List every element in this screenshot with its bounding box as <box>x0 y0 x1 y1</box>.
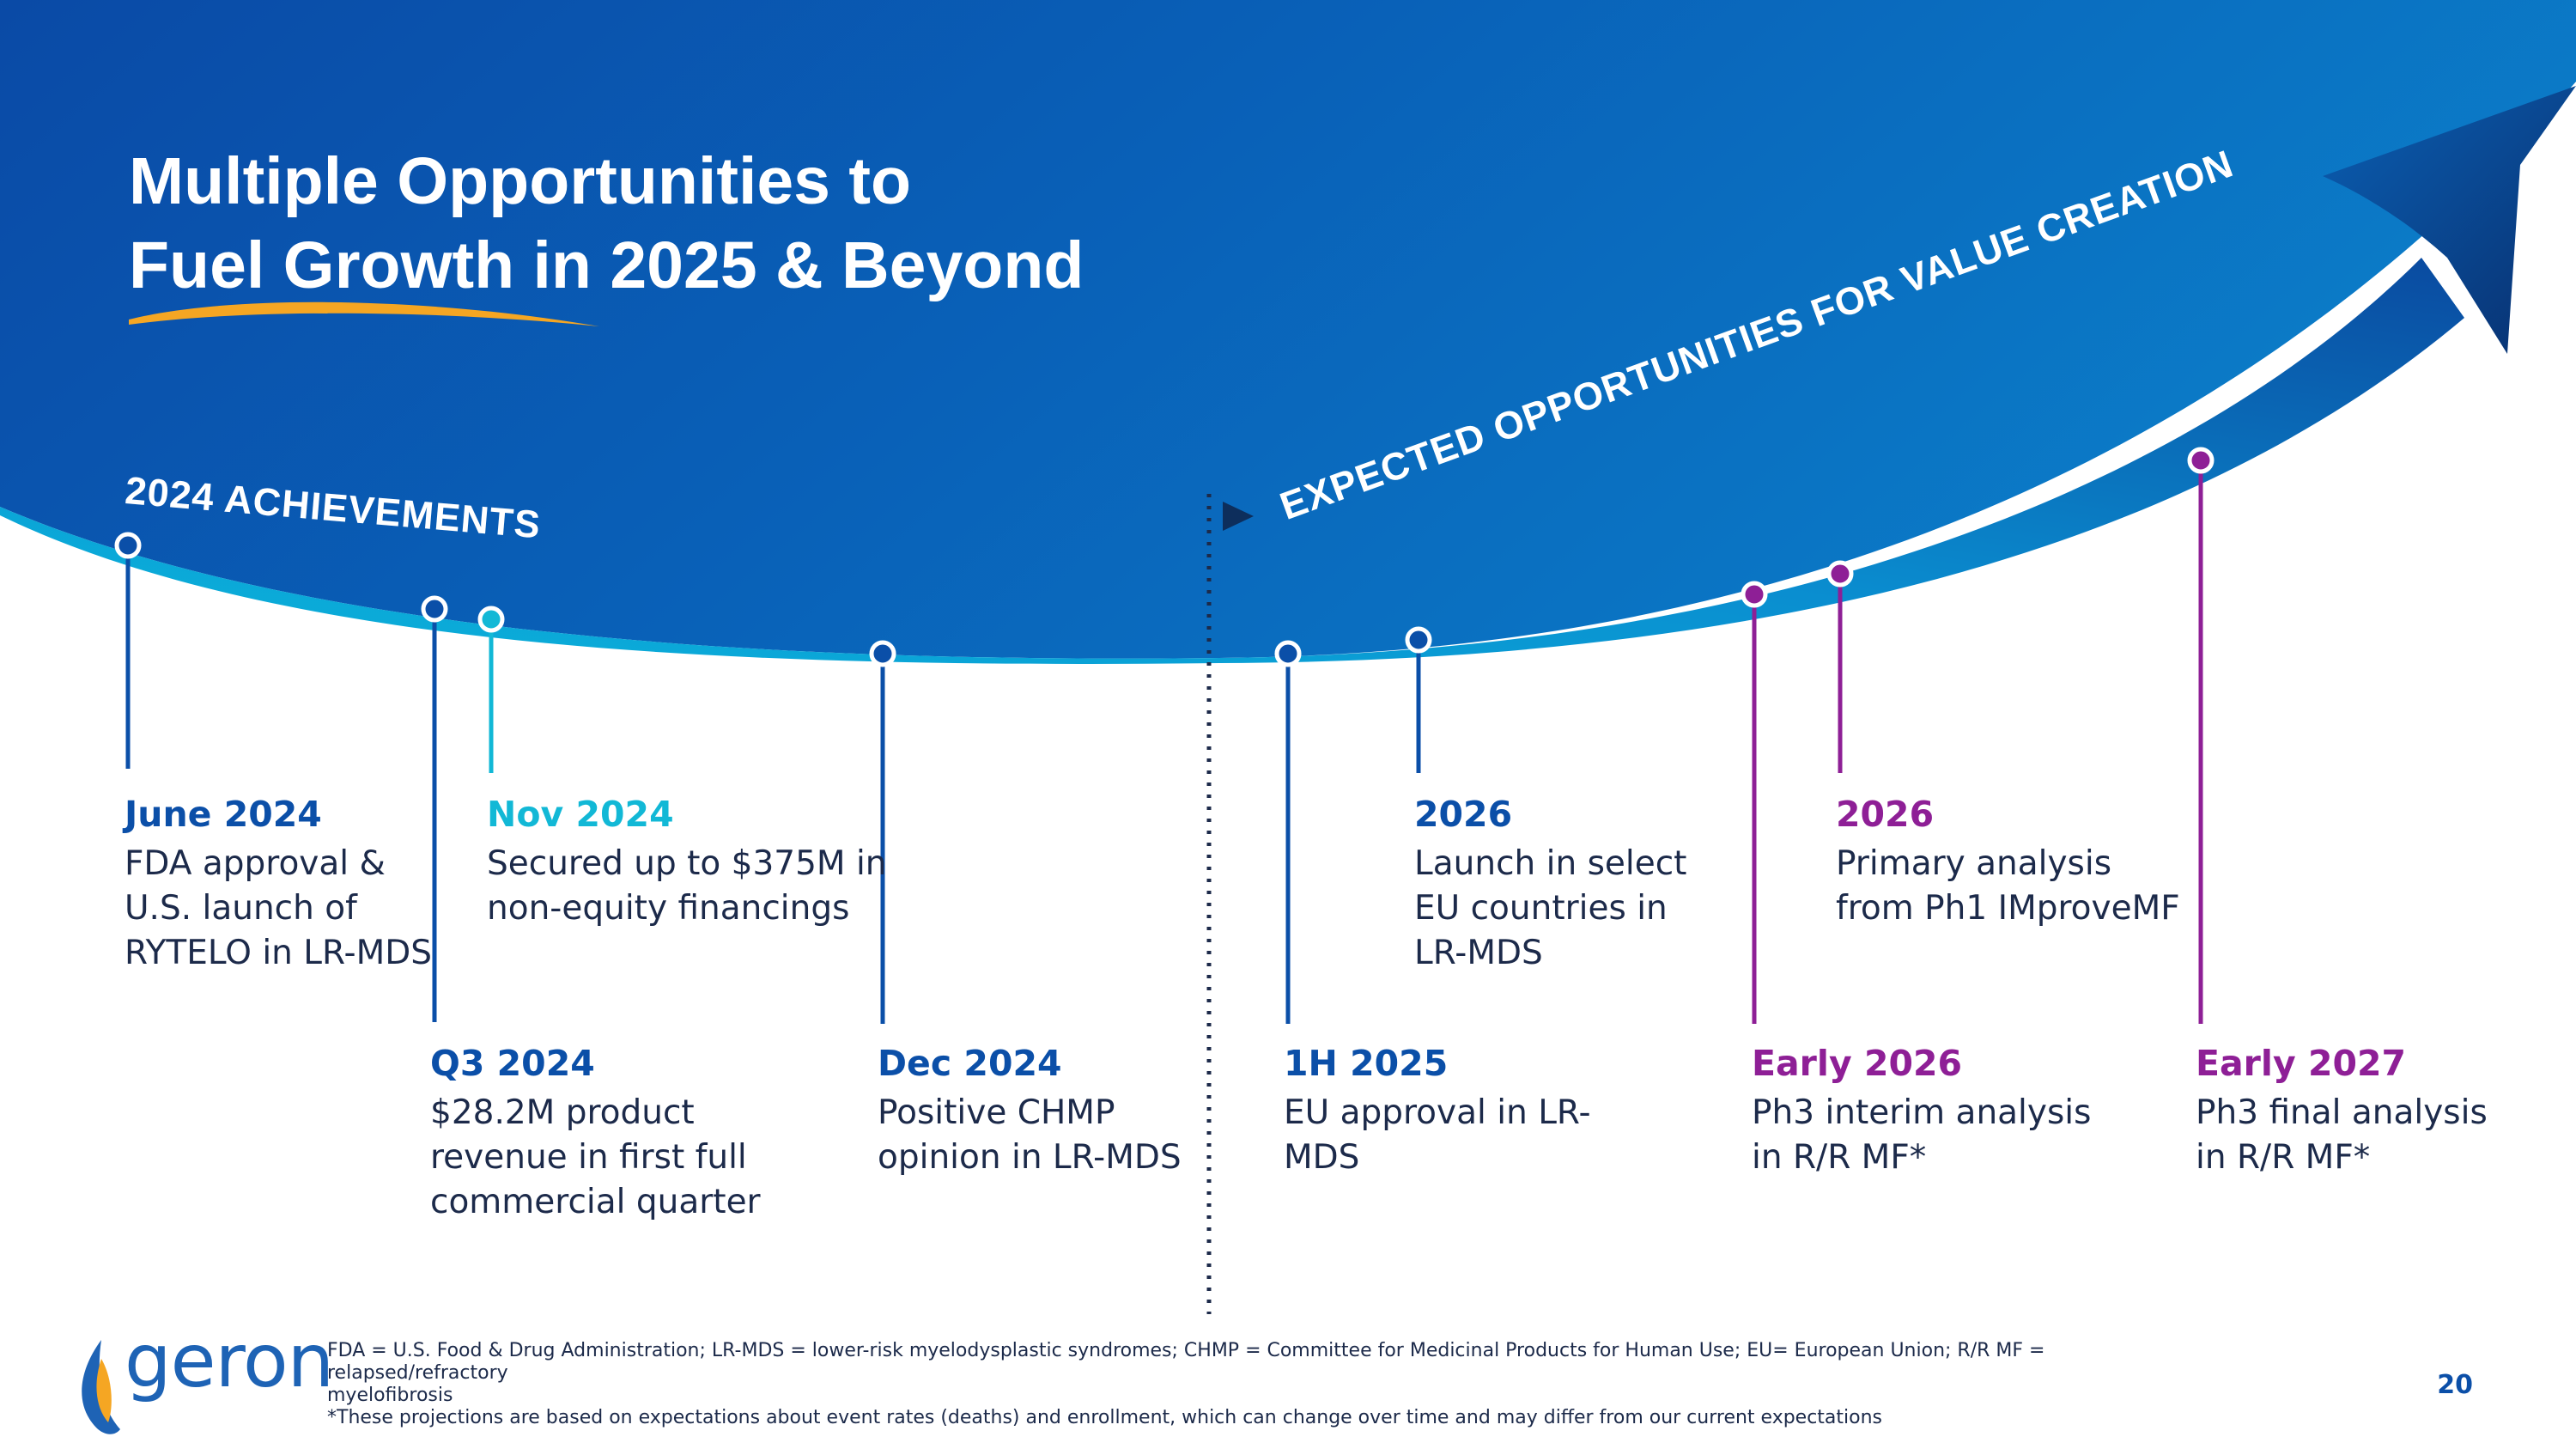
marker-1h-2025 <box>1274 640 1302 667</box>
event-desc-line: from Ph1 IMproveMF <box>1836 889 2180 928</box>
event-june-2024: June 2024 FDA approval & U.S. launch of … <box>125 790 432 976</box>
blue-banner <box>0 0 2576 659</box>
event-date: 1H 2025 <box>1284 1043 1449 1084</box>
event-description: Ph3 final analysis in R/R MF* <box>2196 1091 2488 1180</box>
event-description: Launch in select EU countries in LR-MDS <box>1414 842 1686 976</box>
event-date: Q3 2024 <box>430 1043 595 1084</box>
flame-icon <box>82 1340 120 1434</box>
event-desc-line: FDA approval & <box>125 844 386 883</box>
footnote-line: *These projections are based on expectat… <box>327 1407 1883 1428</box>
event-desc-line: in R/R MF* <box>2196 1138 2371 1177</box>
marker-nov-2024 <box>477 606 505 633</box>
event-2026-launch: 2026 Launch in select EU countries in LR… <box>1414 790 1686 976</box>
event-description: Primary analysis from Ph1 IMproveMF <box>1836 842 2180 931</box>
event-date: Early 2026 <box>1752 1043 1963 1084</box>
event-desc-line: Positive CHMP <box>878 1093 1115 1132</box>
event-desc-line: MDS <box>1284 1138 1360 1177</box>
event-description: Ph3 interim analysis in R/R MF* <box>1752 1091 2091 1180</box>
event-desc-line: opinion in LR-MDS <box>878 1138 1182 1177</box>
marker-2026-launch <box>1405 626 1432 654</box>
event-date: Early 2027 <box>2196 1043 2407 1084</box>
event-date: 2026 <box>1836 794 1935 835</box>
event-desc-line: U.S. launch of <box>125 889 357 928</box>
timeline-stems <box>125 460 2203 1024</box>
event-early-2027: Early 2027 Ph3 final analysis in R/R MF* <box>2196 1039 2488 1180</box>
event-desc-line: Ph3 interim analysis <box>1752 1093 2092 1132</box>
marker-2026-primary <box>1826 560 1854 588</box>
marker-early-2027 <box>2187 447 2215 474</box>
event-description: Secured up to $375M in non-equity financ… <box>487 842 887 931</box>
event-date: Nov 2024 <box>487 794 674 835</box>
timeline-markers <box>114 447 2215 667</box>
play-marker-icon <box>1223 502 1254 531</box>
event-desc-line: Launch in select <box>1414 844 1687 883</box>
event-1h-2025: 1H 2025 EU approval in LR- MDS <box>1284 1039 1591 1180</box>
footnote-line: FDA = U.S. Food & Drug Administration; L… <box>327 1340 2045 1384</box>
event-desc-line: in R/R MF* <box>1752 1138 1927 1177</box>
marker-q3-2024 <box>421 595 448 623</box>
title-line-1: Multiple Opportunities to <box>129 144 912 218</box>
footnote: FDA = U.S. Food & Drug Administration; L… <box>327 1340 2216 1429</box>
title-underline-swoosh <box>129 301 599 326</box>
event-desc-line: commercial quarter <box>430 1183 761 1221</box>
title-line-2: Fuel Growth in 2025 & Beyond <box>129 228 1084 302</box>
event-desc-line: revenue in first full <box>430 1138 747 1177</box>
event-date: June 2024 <box>125 794 322 835</box>
marker-dec-2024 <box>869 640 896 667</box>
event-2026-primary: 2026 Primary analysis from Ph1 IMproveMF <box>1836 790 2180 931</box>
event-early-2026: Early 2026 Ph3 interim analysis in R/R M… <box>1752 1039 2091 1180</box>
page-number: 20 <box>2437 1370 2473 1400</box>
event-description: Positive CHMP opinion in LR-MDS <box>878 1091 1182 1180</box>
event-desc-line: EU countries in <box>1414 889 1668 928</box>
event-desc-line: EU approval in LR- <box>1284 1093 1591 1132</box>
growth-arrow-head <box>2323 86 2576 354</box>
event-dec-2024: Dec 2024 Positive CHMP opinion in LR-MDS <box>878 1039 1182 1180</box>
event-desc-line: Ph3 final analysis <box>2196 1093 2488 1132</box>
event-desc-line: $28.2M product <box>430 1093 695 1132</box>
page-title: Multiple Opportunities to Fuel Growth in… <box>129 139 1084 307</box>
marker-early-2026 <box>1741 581 1768 608</box>
event-date: Dec 2024 <box>878 1043 1062 1084</box>
footnote-line: myelofibrosis <box>327 1385 453 1406</box>
event-desc-line: Primary analysis <box>1836 844 2112 883</box>
event-date: 2026 <box>1414 794 1513 835</box>
event-desc-line: LR-MDS <box>1414 934 1543 972</box>
event-desc-line: non-equity financings <box>487 889 850 928</box>
geron-logo: geron <box>125 1318 334 1404</box>
event-description: $28.2M product revenue in first full com… <box>430 1091 761 1225</box>
event-q3-2024: Q3 2024 $28.2M product revenue in first … <box>430 1039 761 1225</box>
event-nov-2024: Nov 2024 Secured up to $375M in non-equi… <box>487 790 887 931</box>
marker-june-2024 <box>114 532 142 559</box>
event-description: EU approval in LR- MDS <box>1284 1091 1591 1180</box>
event-desc-line: RYTELO in LR-MDS <box>125 934 433 972</box>
event-desc-line: Secured up to $375M in <box>487 844 887 883</box>
event-description: FDA approval & U.S. launch of RYTELO in … <box>125 842 432 976</box>
